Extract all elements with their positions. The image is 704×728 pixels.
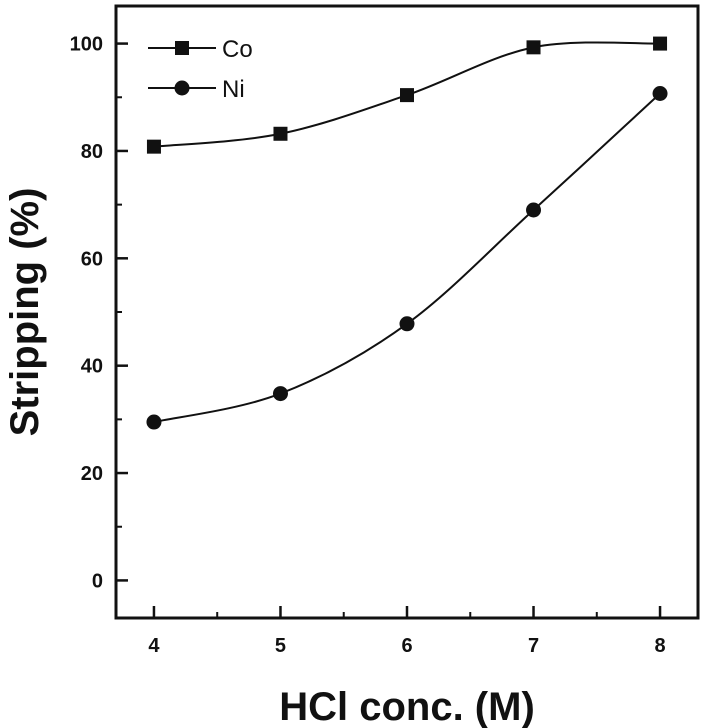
y-tick-label: 40 <box>81 356 103 378</box>
y-tick-label: 100 <box>70 34 103 56</box>
x-tick-label: 4 <box>148 635 160 657</box>
y-tick-label: 60 <box>81 248 103 270</box>
x-axis-title: HCl conc. (M) <box>279 685 535 728</box>
data-point-co <box>526 40 541 55</box>
data-point-ni <box>526 202 542 218</box>
x-axis-ticks: 4 5 6 7 8 <box>148 606 666 657</box>
x-tick-label: 7 <box>528 635 539 657</box>
data-point-co <box>273 126 288 141</box>
x-tick-label: 6 <box>401 635 412 657</box>
legend-label-ni: Ni <box>222 76 245 103</box>
legend-marker-co <box>175 41 189 55</box>
y-axis-ticks: 0 20 40 60 80 100 <box>70 34 128 592</box>
data-point-ni <box>146 414 162 430</box>
data-point-ni <box>272 386 288 402</box>
y-tick-label: 20 <box>81 463 103 485</box>
x-tick-label: 5 <box>275 635 286 657</box>
y-tick-label: 80 <box>81 141 103 163</box>
data-point-ni <box>652 86 668 102</box>
data-point-co <box>653 36 668 51</box>
legend-label-co: Co <box>222 36 253 63</box>
legend-marker-ni <box>174 80 190 96</box>
legend: Co Ni <box>148 36 253 103</box>
y-axis-title: Stripping (%) <box>3 188 47 437</box>
y-tick-label: 0 <box>92 570 103 592</box>
x-tick-label: 8 <box>654 635 665 657</box>
series-markers <box>146 36 668 430</box>
series-line-ni <box>153 92 661 424</box>
data-point-co <box>146 139 161 154</box>
data-point-ni <box>399 316 415 332</box>
data-point-co <box>400 88 414 103</box>
